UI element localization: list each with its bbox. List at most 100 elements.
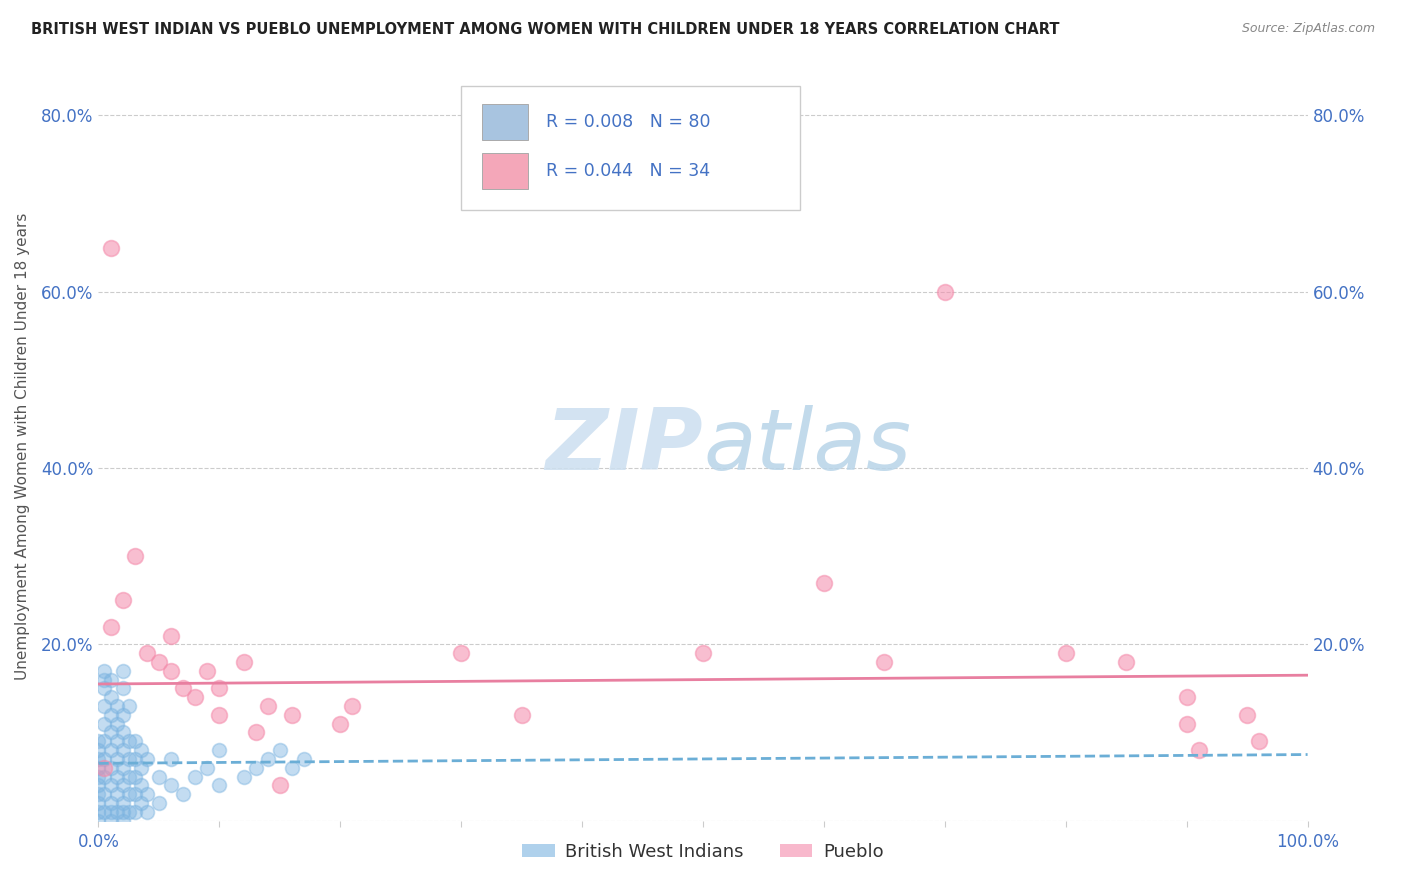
Point bbox=[118, 699, 141, 714]
Point bbox=[100, 761, 122, 775]
Point bbox=[111, 593, 134, 607]
Point bbox=[87, 743, 110, 757]
Point bbox=[1054, 646, 1077, 660]
Point bbox=[118, 787, 141, 801]
Point bbox=[87, 752, 110, 766]
Point bbox=[1175, 716, 1198, 731]
Point bbox=[256, 752, 278, 766]
Point bbox=[93, 681, 115, 696]
FancyBboxPatch shape bbox=[461, 87, 800, 210]
FancyBboxPatch shape bbox=[482, 103, 527, 139]
Point bbox=[93, 770, 115, 784]
Point bbox=[208, 743, 231, 757]
Point bbox=[100, 673, 122, 687]
Point bbox=[87, 814, 110, 828]
Point bbox=[160, 752, 183, 766]
Point bbox=[93, 673, 115, 687]
Point bbox=[111, 681, 134, 696]
Point bbox=[129, 743, 152, 757]
Point bbox=[93, 787, 115, 801]
Point bbox=[118, 805, 141, 819]
Point bbox=[87, 761, 110, 775]
Point bbox=[93, 805, 115, 819]
Point bbox=[118, 752, 141, 766]
Y-axis label: Unemployment Among Women with Children Under 18 years: Unemployment Among Women with Children U… bbox=[15, 212, 30, 680]
Point bbox=[232, 655, 254, 669]
Point bbox=[1115, 655, 1137, 669]
Point bbox=[100, 778, 122, 792]
Point bbox=[124, 549, 146, 564]
Point bbox=[111, 796, 134, 810]
Point bbox=[111, 664, 134, 678]
Point bbox=[813, 575, 835, 590]
Point bbox=[172, 787, 194, 801]
Point bbox=[129, 761, 152, 775]
Legend: British West Indians, Pueblo: British West Indians, Pueblo bbox=[515, 836, 891, 868]
Point bbox=[195, 664, 218, 678]
Point bbox=[184, 770, 207, 784]
Point bbox=[135, 805, 157, 819]
Point bbox=[93, 752, 115, 766]
Point bbox=[1249, 734, 1271, 748]
Point bbox=[111, 814, 134, 828]
Point bbox=[105, 770, 128, 784]
Text: R = 0.044   N = 34: R = 0.044 N = 34 bbox=[546, 162, 710, 180]
Text: R = 0.008   N = 80: R = 0.008 N = 80 bbox=[546, 112, 710, 130]
Point bbox=[100, 620, 122, 634]
Point bbox=[208, 778, 231, 792]
Point bbox=[135, 646, 157, 660]
Point bbox=[111, 805, 134, 819]
Point bbox=[118, 734, 141, 748]
Point bbox=[160, 778, 183, 792]
Point bbox=[135, 752, 157, 766]
Point bbox=[692, 646, 714, 660]
Point bbox=[105, 699, 128, 714]
Point bbox=[111, 778, 134, 792]
Point bbox=[100, 743, 122, 757]
Point bbox=[87, 770, 110, 784]
Point bbox=[100, 690, 122, 705]
Point bbox=[124, 752, 146, 766]
Point bbox=[111, 761, 134, 775]
Point bbox=[245, 761, 267, 775]
Point bbox=[256, 699, 278, 714]
Point bbox=[87, 796, 110, 810]
Point bbox=[172, 681, 194, 696]
Point bbox=[111, 725, 134, 739]
Point bbox=[105, 752, 128, 766]
Point bbox=[93, 664, 115, 678]
Point bbox=[87, 734, 110, 748]
Point bbox=[160, 664, 183, 678]
Point bbox=[1236, 707, 1258, 722]
Point bbox=[208, 707, 231, 722]
Text: ZIP: ZIP bbox=[546, 404, 703, 488]
Point bbox=[124, 787, 146, 801]
Point bbox=[93, 734, 115, 748]
Point bbox=[208, 681, 231, 696]
Point bbox=[245, 725, 267, 739]
Point bbox=[873, 655, 896, 669]
Point bbox=[87, 778, 110, 792]
Point bbox=[269, 778, 291, 792]
Point bbox=[510, 707, 533, 722]
Text: BRITISH WEST INDIAN VS PUEBLO UNEMPLOYMENT AMONG WOMEN WITH CHILDREN UNDER 18 YE: BRITISH WEST INDIAN VS PUEBLO UNEMPLOYME… bbox=[31, 22, 1060, 37]
Point bbox=[281, 761, 304, 775]
Point bbox=[118, 770, 141, 784]
Point bbox=[129, 778, 152, 792]
Point bbox=[93, 716, 115, 731]
Point bbox=[195, 761, 218, 775]
Point bbox=[129, 796, 152, 810]
Point bbox=[105, 805, 128, 819]
Point bbox=[100, 814, 122, 828]
Point bbox=[100, 707, 122, 722]
Point bbox=[100, 241, 122, 255]
Point bbox=[148, 655, 170, 669]
Point bbox=[124, 734, 146, 748]
Point bbox=[329, 716, 352, 731]
Point bbox=[105, 787, 128, 801]
FancyBboxPatch shape bbox=[482, 153, 527, 189]
Point bbox=[100, 725, 122, 739]
Point bbox=[87, 787, 110, 801]
Point bbox=[111, 743, 134, 757]
Point bbox=[934, 285, 956, 299]
